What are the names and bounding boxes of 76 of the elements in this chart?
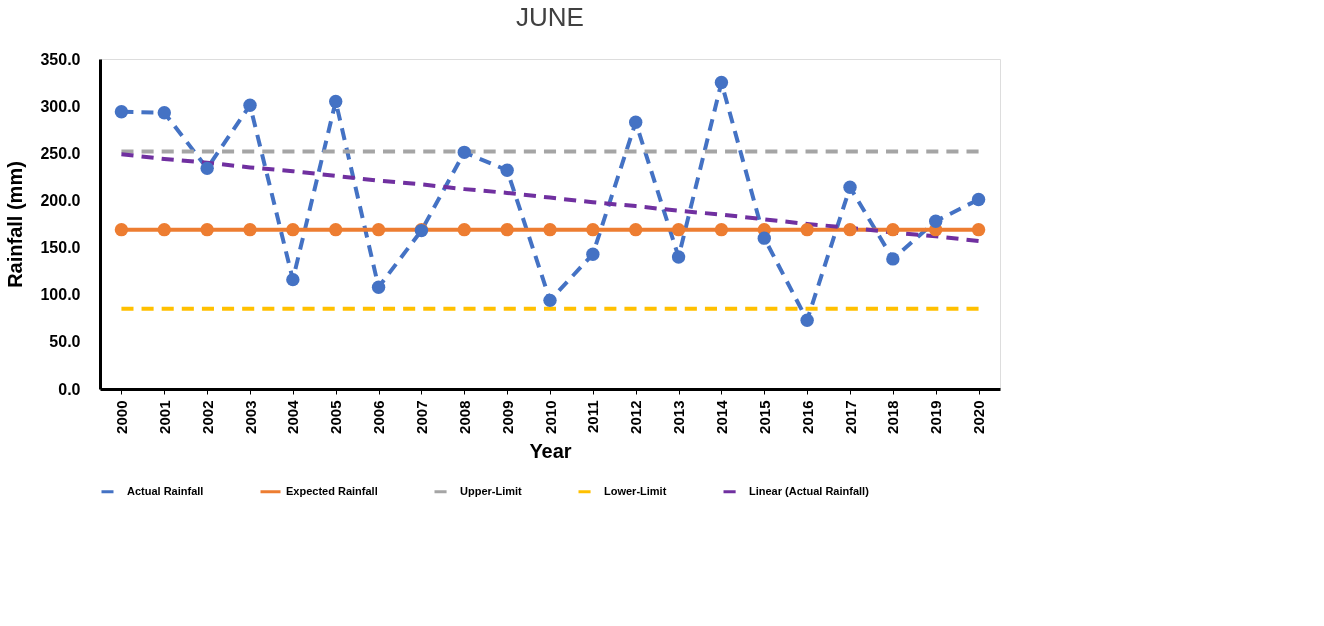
point bbox=[886, 222, 900, 237]
point bbox=[243, 222, 257, 237]
point bbox=[543, 293, 557, 308]
legend-label: Linear (Actual Rainfall) bbox=[749, 484, 870, 497]
point bbox=[286, 272, 300, 287]
y-tick-label: 200.0 bbox=[40, 191, 81, 209]
x-tick-label: 2019 bbox=[927, 400, 945, 434]
x-tick-label: 2017 bbox=[841, 400, 859, 434]
point bbox=[243, 98, 257, 112]
point bbox=[629, 115, 643, 129]
point bbox=[371, 222, 386, 237]
line-series bbox=[119, 152, 981, 243]
x-tick-label: 2007 bbox=[412, 400, 430, 434]
y-tick-label: 100.0 bbox=[40, 286, 81, 304]
point bbox=[457, 222, 471, 237]
point bbox=[286, 222, 300, 237]
point bbox=[843, 180, 857, 194]
legend-label: Actual Rainfall bbox=[127, 484, 204, 497]
point bbox=[500, 163, 514, 177]
x-tick-label: 2018 bbox=[884, 400, 902, 434]
legend-label: Lower-Limit bbox=[604, 484, 667, 497]
point bbox=[757, 231, 771, 245]
point bbox=[800, 313, 814, 327]
y-tick-label: 350.0 bbox=[40, 50, 81, 68]
point bbox=[971, 192, 986, 207]
x-axis-title: Year bbox=[529, 439, 572, 462]
x-tick-label: 2000 bbox=[112, 400, 130, 434]
x-tick-label: 2006 bbox=[370, 400, 388, 434]
y-tick-label: 0.0 bbox=[58, 380, 81, 398]
point bbox=[714, 75, 729, 90]
x-tick-label: 2010 bbox=[541, 400, 559, 434]
y-axis-title: Rainfall (mm) bbox=[4, 161, 27, 288]
x-tick-label: 2009 bbox=[498, 400, 516, 434]
point bbox=[971, 222, 986, 237]
x-tick-label: 2005 bbox=[327, 400, 345, 434]
point bbox=[114, 105, 129, 119]
point bbox=[929, 214, 943, 228]
x-tick-label: 2012 bbox=[627, 400, 645, 434]
point bbox=[543, 222, 557, 237]
point bbox=[329, 222, 343, 237]
y-tick-label: 150.0 bbox=[40, 239, 81, 257]
legend-label: Expected Rainfall bbox=[286, 484, 378, 497]
point bbox=[200, 161, 214, 176]
legend-label: Upper-Limit bbox=[460, 484, 523, 497]
point bbox=[843, 222, 857, 237]
y-tick-label: 300.0 bbox=[40, 97, 81, 115]
x-tick-label: 2013 bbox=[670, 400, 688, 434]
point bbox=[457, 145, 471, 160]
x-tick-label: 2011 bbox=[584, 400, 602, 434]
point bbox=[800, 222, 814, 237]
point bbox=[157, 106, 171, 120]
point bbox=[671, 250, 686, 264]
point bbox=[671, 222, 686, 237]
point bbox=[886, 252, 900, 266]
x-tick-label: 2004 bbox=[284, 399, 302, 434]
y-tick-label: 50.0 bbox=[49, 333, 81, 351]
x-tick-label: 2014 bbox=[712, 399, 730, 434]
x-tick-label: 2020 bbox=[970, 400, 988, 434]
point bbox=[329, 94, 343, 109]
x-tick-label: 2008 bbox=[455, 400, 473, 434]
point bbox=[371, 280, 386, 294]
x-tick-label: 2002 bbox=[198, 400, 216, 434]
x-tick-label: 2001 bbox=[155, 400, 173, 434]
y-tick-label: 250.0 bbox=[40, 144, 81, 162]
chart-title: JUNE bbox=[516, 2, 584, 32]
point bbox=[586, 247, 600, 261]
x-tick-label: 2016 bbox=[798, 400, 816, 434]
point bbox=[157, 222, 171, 237]
point bbox=[500, 222, 514, 237]
point bbox=[200, 222, 214, 237]
point bbox=[114, 222, 129, 237]
x-tick-label: 2015 bbox=[755, 400, 773, 434]
point bbox=[629, 222, 643, 237]
point bbox=[586, 222, 600, 237]
point bbox=[714, 222, 729, 237]
x-tick-label: 2003 bbox=[241, 400, 259, 434]
